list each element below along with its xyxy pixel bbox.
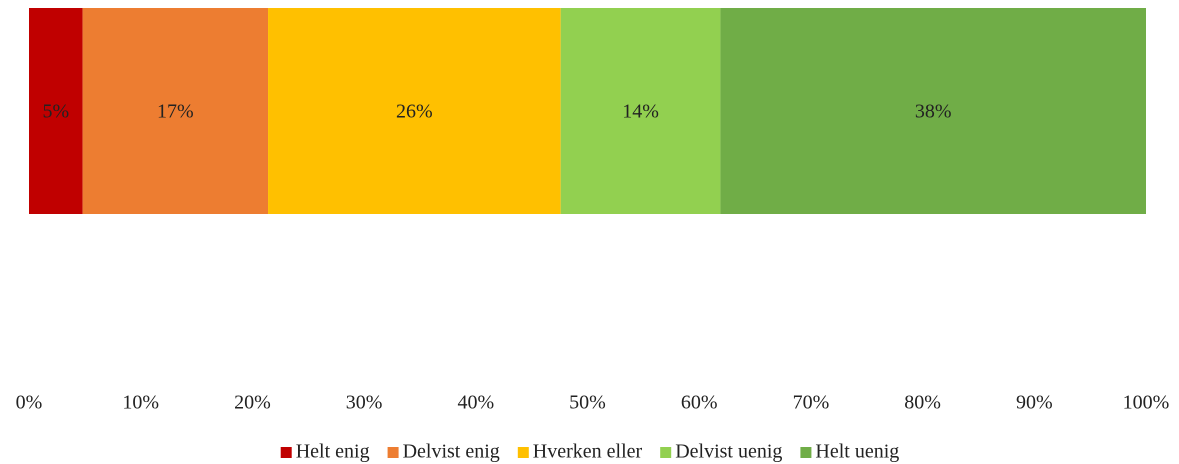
legend-swatch (517, 447, 529, 458)
bar-segment (268, 8, 561, 214)
x-tick-label: 20% (234, 392, 271, 414)
x-tick-label: 50% (569, 392, 606, 414)
legend-swatch (800, 447, 812, 458)
legend-swatch (660, 447, 672, 458)
x-tick-label: 0% (16, 392, 43, 414)
legend-swatch (280, 447, 292, 458)
x-tick-label: 60% (681, 392, 718, 414)
x-tick-label: 80% (904, 392, 941, 414)
x-tick-label: 40% (457, 392, 494, 414)
legend-label: Helt uenig (815, 441, 899, 463)
legend: Helt enig Delvist enig Hverken eller Delvis… (280, 441, 899, 463)
legend-label: Helt enig (296, 441, 370, 463)
x-tick-label: 100% (1123, 392, 1170, 414)
data-label: 26% (396, 101, 433, 123)
x-tick-label: 70% (793, 392, 830, 414)
x-tick-label: 30% (346, 392, 383, 414)
x-tick-label: 10% (122, 392, 159, 414)
data-label: 5% (42, 101, 69, 123)
legend-swatch (387, 447, 399, 458)
data-label: 17% (157, 101, 194, 123)
bar-segment (29, 8, 83, 214)
data-label: 14% (622, 101, 659, 123)
bar-segment (720, 8, 1146, 214)
bar-segment (82, 8, 269, 214)
legend-label: Delvist uenig (675, 441, 782, 463)
legend-label: Delvist enig (403, 441, 500, 463)
x-tick-label: 90% (1016, 392, 1053, 414)
data-label: 38% (915, 101, 952, 123)
legend-label: Hverken eller (533, 441, 643, 463)
bar-segment (560, 8, 721, 214)
